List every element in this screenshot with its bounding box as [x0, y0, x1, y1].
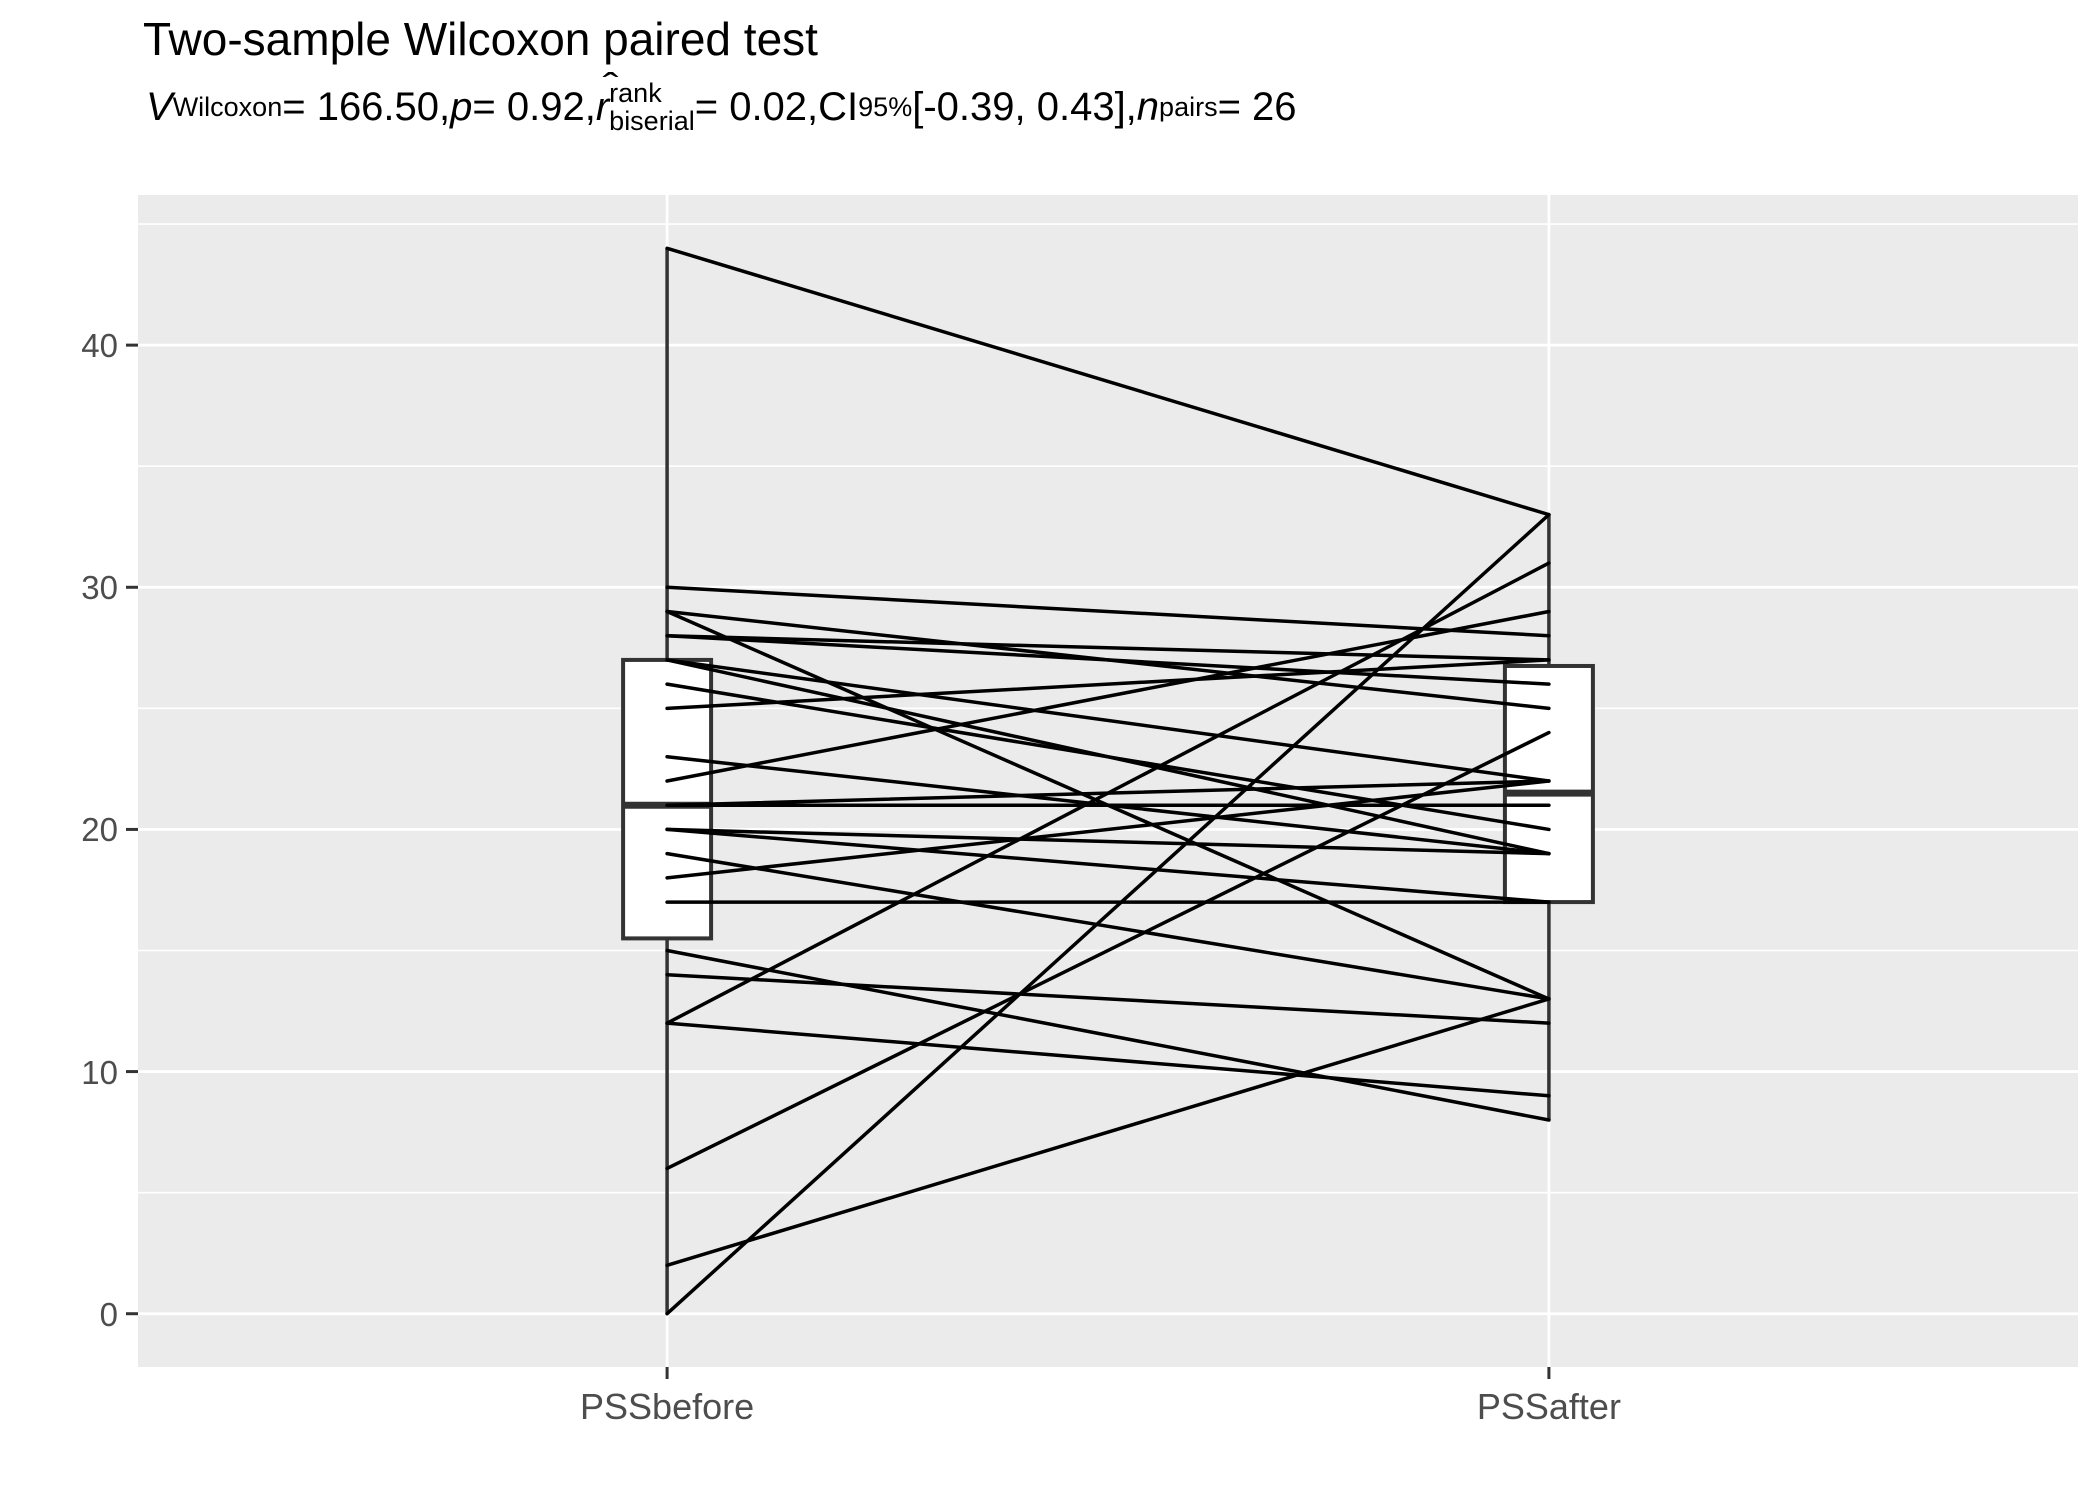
stat-n-symbol: n: [1136, 84, 1160, 129]
pair-line: [665, 730, 1551, 1171]
pair-line: [665, 827, 1551, 856]
pair-line: [665, 658, 1551, 783]
stat-ci-value: [-0.39, 0.43],: [912, 84, 1137, 129]
stat-n-value: = 26: [1217, 84, 1297, 129]
stat-n-subscript: pairs: [1159, 91, 1218, 122]
x-tick-label-pssafter: PSSafter: [1476, 1386, 1621, 1427]
pair-line: [665, 246, 1551, 517]
stat-r-value: = 0.02,: [694, 84, 819, 129]
y-tick-label-20: 20: [81, 811, 118, 849]
pair-line: [665, 827, 1551, 904]
pair-line: [665, 512, 1551, 1316]
panel-background: [138, 195, 2078, 1367]
boxplot-pssbefore: [621, 657, 714, 941]
plot-subtitle: V Wilcoxon = 166.50, p = 0.92, ˆ r rank bise…: [146, 66, 1297, 142]
pair-line: [665, 633, 1551, 662]
y-tick-label-40: 40: [81, 327, 118, 365]
stat-r-supsub: rank biserial: [609, 77, 695, 136]
pair-line: [665, 658, 1551, 711]
stat-ci-symbol: CI: [818, 84, 859, 129]
stat-ci-subscript: 95%: [858, 91, 913, 122]
stat-r-superscript: rank: [609, 77, 662, 108]
stat-r-subscript: biserial: [609, 106, 695, 136]
pair-line: [665, 948, 1551, 1122]
hat-accent: ˆ: [603, 66, 619, 105]
pair-line: [665, 997, 1551, 1268]
stat-p-value: = 0.92,: [472, 84, 596, 129]
pair-line: [665, 972, 1551, 1025]
stat-v-symbol: V: [146, 84, 173, 129]
x-tick-label-pssbefore: PSSbefore: [580, 1386, 755, 1427]
pair-line: [665, 633, 1551, 686]
pair-line: [665, 851, 1551, 1001]
stat-v-value: = 166.50,: [282, 84, 451, 129]
stat-v-subscript: Wilcoxon: [172, 91, 283, 122]
pair-line: [665, 1021, 1551, 1098]
plot-title: Two-sample Wilcoxon paired test: [143, 13, 818, 65]
y-tick-label-10: 10: [81, 1053, 118, 1091]
y-tick-label-0: 0: [99, 1295, 118, 1333]
pair-line: [665, 779, 1551, 880]
y-tick-label-30: 30: [81, 569, 118, 607]
pair-line: [665, 561, 1551, 1025]
stat-p-symbol: p: [450, 84, 473, 129]
pair-line: [665, 585, 1551, 638]
